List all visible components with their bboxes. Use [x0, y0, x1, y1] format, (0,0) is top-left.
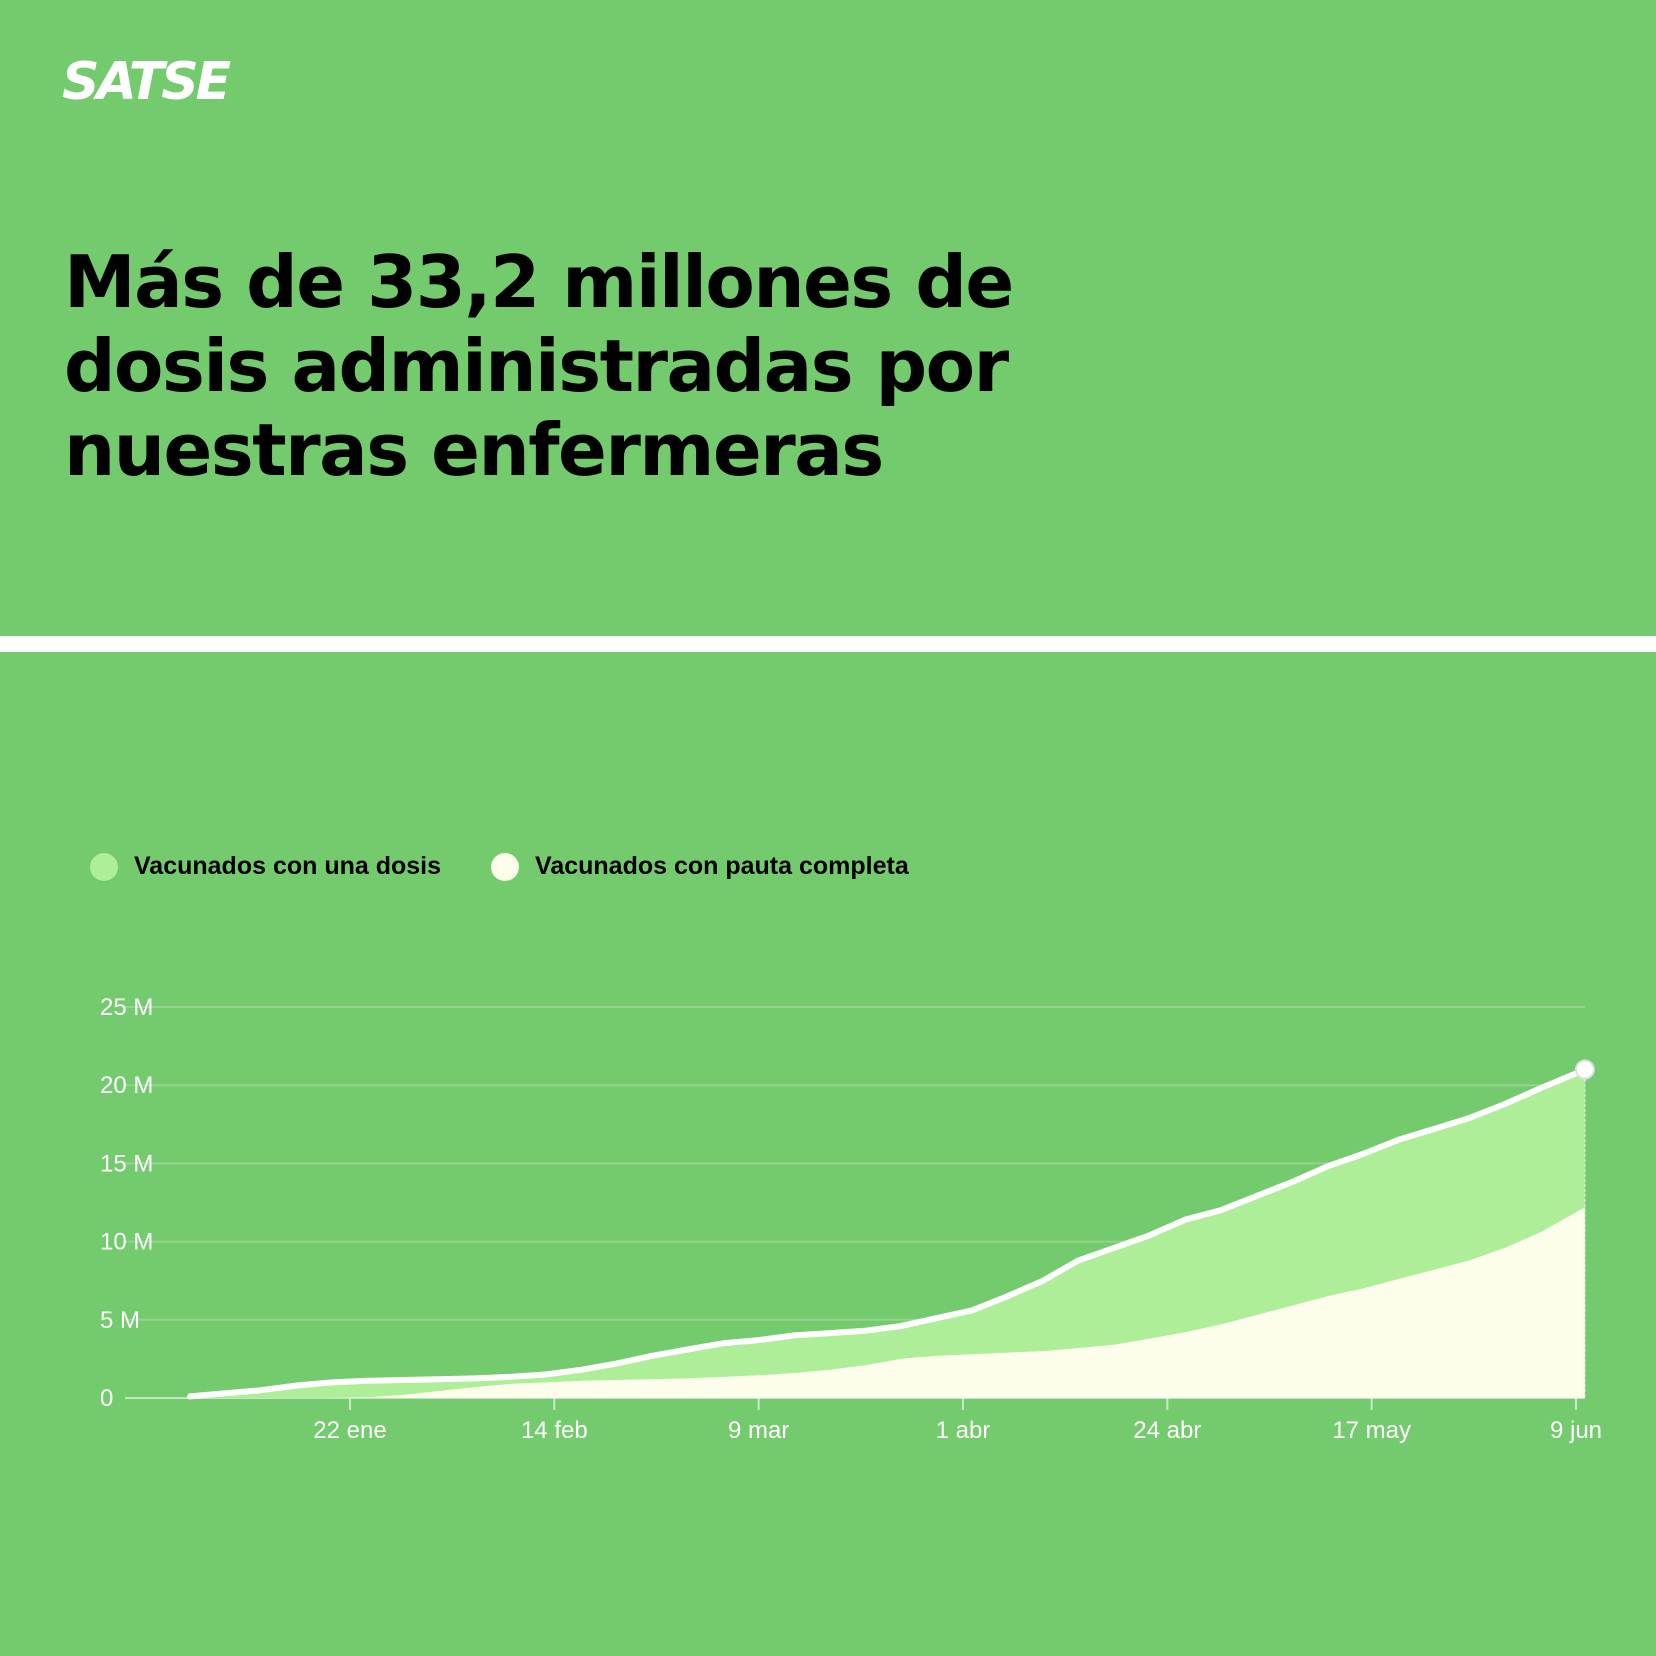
last-point-marker: [1574, 1059, 1595, 1080]
x-tick-label: 9 jun: [1550, 1417, 1602, 1444]
y-tick-label: 10 M: [100, 1229, 153, 1256]
legend-item-full-schedule: Vacunados con pauta completa: [491, 852, 909, 881]
x-tick-label: 22 ene: [313, 1417, 386, 1444]
y-tick-label: 20 M: [100, 1072, 153, 1099]
y-tick-label: 15 M: [100, 1150, 153, 1177]
line-one-dose: [187, 1066, 1588, 1400]
y-tick-label: 0: [100, 1385, 113, 1412]
x-tick-label: 1 abr: [936, 1417, 991, 1444]
x-tick-label: 24 abr: [1133, 1417, 1201, 1444]
x-tick-label: 9 mar: [728, 1417, 789, 1444]
vaccination-area-chart: 0 5 M 10 M 15 M 20 M 25 M 22 ene 14 feb 9 mar 1 a…: [100, 994, 1602, 1444]
x-tick-label: 17 may: [1332, 1417, 1411, 1444]
y-tick-label: 5 M: [100, 1307, 140, 1334]
area-one-dose: [190, 1069, 1585, 1398]
legend-label-one-dose: Vacunados con una dosis: [134, 852, 442, 880]
divider: [0, 636, 1656, 652]
x-tick-label: 14 feb: [521, 1417, 588, 1444]
legend-item-one-dose: Vacunados con una dosis: [90, 852, 441, 881]
y-tick-label: 25 M: [100, 994, 153, 1021]
legend-swatch-one-dose: [90, 852, 118, 881]
legend: Vacunados con una dosis Vacunados con pa…: [90, 852, 959, 881]
headline: Más de 33,2 millones de dosis administra…: [64, 240, 1014, 492]
area-full-schedule: [190, 1207, 1585, 1398]
legend-label-full-schedule: Vacunados con pauta completa: [535, 852, 909, 880]
legend-swatch-full-schedule: [491, 852, 520, 881]
satse-logo: SATSE: [62, 52, 231, 112]
